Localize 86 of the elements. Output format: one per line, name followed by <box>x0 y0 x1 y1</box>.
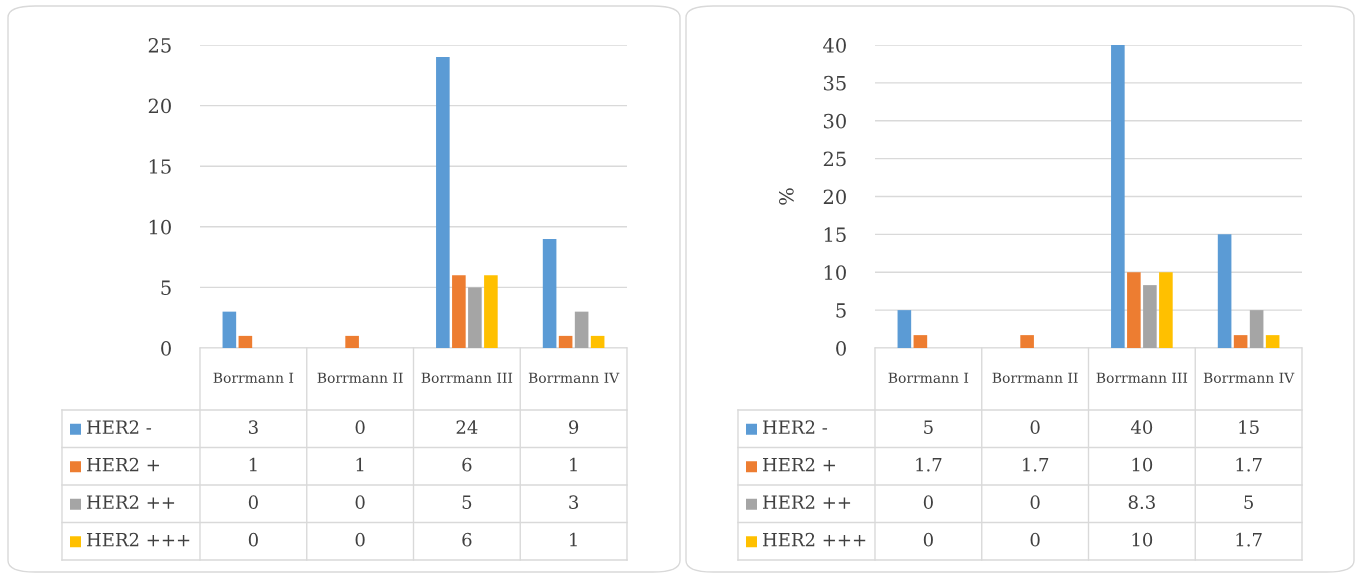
legend-label: HER2 - <box>87 420 152 434</box>
y-tick-label: 5 <box>836 303 846 318</box>
data-label: 8.3 <box>1128 495 1155 509</box>
data-label: 0 <box>923 532 933 547</box>
data-label: 1.7 <box>916 457 942 472</box>
data-label: 0 <box>355 495 365 509</box>
bar <box>345 335 359 348</box>
data-label: 9 <box>569 420 579 434</box>
x-tick-label: Borrmann II <box>317 372 403 384</box>
x-tick-label: Borrmann IV <box>528 372 620 384</box>
bar <box>452 275 466 348</box>
bar <box>468 287 482 348</box>
data-label: 1 <box>249 457 257 472</box>
data-label: 0 <box>355 420 365 434</box>
data-label: 6 <box>462 532 472 547</box>
data-label: 1 <box>570 532 577 547</box>
y-tick-label: 20 <box>148 98 171 114</box>
data-label: 5 <box>924 420 933 434</box>
y-tick-label: 0 <box>836 340 846 356</box>
x-tick-label: Borrmann IV <box>1203 372 1295 384</box>
data-label: 0 <box>355 532 365 547</box>
y-tick-label: 20 <box>823 189 846 205</box>
data-label: 40 <box>1130 420 1153 434</box>
bar <box>1111 45 1125 348</box>
data-label: 15 <box>1239 420 1259 434</box>
data-label: 0 <box>1030 532 1040 547</box>
data-label: 1 <box>570 457 577 472</box>
bar <box>542 238 557 348</box>
bar <box>897 310 912 348</box>
bar <box>484 275 498 348</box>
bar <box>590 335 605 348</box>
bar <box>913 335 928 348</box>
data-label: 0 <box>1030 420 1040 434</box>
data-label: 24 <box>456 420 478 434</box>
bar <box>1159 272 1173 348</box>
bar <box>1020 335 1034 348</box>
y-tick-label: 25 <box>823 151 846 167</box>
bar <box>1127 272 1141 348</box>
data-label: 0 <box>923 495 933 509</box>
data-label: 1.7 <box>1236 532 1262 547</box>
legend-label: HER2 ++ <box>763 495 851 509</box>
data-label: 1.7 <box>1022 457 1049 472</box>
y-tick-label: 40 <box>823 37 846 53</box>
data-label: 6 <box>462 457 472 472</box>
data-label: 3 <box>569 495 579 509</box>
bar <box>222 311 237 348</box>
x-tick-label: Borrmann I <box>213 372 294 384</box>
data-label: 0 <box>248 495 258 509</box>
legend-label: HER2 + <box>763 457 835 472</box>
legend-label: HER2 ++ <box>87 495 175 509</box>
bar <box>1265 335 1280 348</box>
x-tick-label: Borrmann III <box>421 372 513 384</box>
data-label: 1.7 <box>1236 457 1262 472</box>
y-tick-label: 15 <box>824 227 846 243</box>
y-tick-label: 15 <box>149 159 171 174</box>
bar <box>574 311 589 348</box>
data-label: 3 <box>249 420 258 434</box>
legend-label: HER2 - <box>763 420 828 434</box>
data-label: 5 <box>1244 495 1253 509</box>
x-tick-label: Borrmann III <box>1096 372 1188 384</box>
bar <box>1217 234 1232 348</box>
legend-label: HER2 +++ <box>87 532 190 547</box>
data-label: 1 <box>356 457 364 472</box>
bar <box>558 335 573 348</box>
y-tick-label: 5 <box>161 280 171 296</box>
legend-label: HER2 + <box>87 457 159 472</box>
bar <box>1233 335 1248 348</box>
y-tick-label: 0 <box>161 340 171 356</box>
y-axis-title: % <box>779 188 794 205</box>
y-tick-label: 10 <box>824 265 846 280</box>
bar <box>1143 285 1157 348</box>
x-tick-label: Borrmann I <box>888 372 969 384</box>
data-label: 0 <box>248 532 258 547</box>
legend-label: HER2 +++ <box>763 532 866 547</box>
bar <box>436 57 450 348</box>
data-label: 10 <box>1132 532 1153 547</box>
data-label: 0 <box>1030 495 1040 509</box>
y-tick-label: 30 <box>823 113 846 129</box>
data-label: 5 <box>462 495 472 509</box>
y-tick-label: 25 <box>148 37 171 53</box>
y-tick-label: 35 <box>823 75 846 91</box>
data-label: 10 <box>1132 457 1153 472</box>
bar <box>1249 310 1264 348</box>
x-tick-label: Borrmann II <box>992 372 1078 384</box>
bar <box>238 335 253 348</box>
y-tick-label: 10 <box>149 219 171 235</box>
